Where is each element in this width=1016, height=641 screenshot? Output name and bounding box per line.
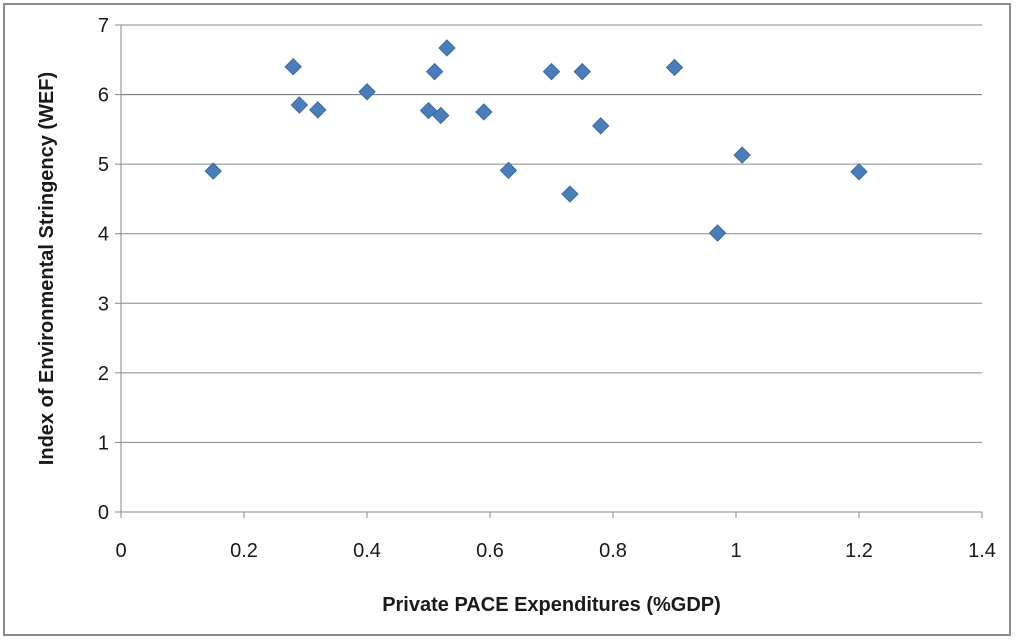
grid-lines <box>121 24 982 443</box>
y-axis-title: Index of Environmental Stringency (WEF) <box>36 72 58 465</box>
data-points <box>204 39 868 242</box>
data-point <box>499 161 518 180</box>
data-point <box>708 224 727 242</box>
x-tick-label: 0.6 <box>476 540 504 562</box>
data-point <box>850 163 868 181</box>
data-point <box>665 58 684 77</box>
data-point <box>290 96 309 114</box>
data-point <box>438 39 456 57</box>
data-point <box>419 101 438 120</box>
x-tick-label: 1 <box>730 540 741 562</box>
data-point <box>591 117 610 135</box>
data-point <box>425 62 444 81</box>
x-axis-title: Private PACE Expenditures (%GDP) <box>382 594 721 616</box>
y-tick-label: 4 <box>98 224 109 246</box>
x-tick-label: 1.4 <box>968 540 996 562</box>
data-point <box>204 162 222 180</box>
data-point <box>561 185 579 203</box>
data-point <box>475 103 493 121</box>
tick-labels: 0 1 2 3 4 5 6 7 0 0.2 0.4 0.6 0.8 1 1.2 1.4 <box>98 15 996 562</box>
axes <box>115 24 983 518</box>
x-tick-label: 0 <box>115 540 126 562</box>
x-tick-label: 1.2 <box>845 540 873 562</box>
y-tick-label: 5 <box>98 154 109 176</box>
x-tick-label: 0.4 <box>353 540 381 562</box>
x-tick-label: 0.8 <box>599 540 627 562</box>
data-point <box>309 101 327 119</box>
y-tick-label: 0 <box>98 502 109 524</box>
y-tick-label: 7 <box>98 15 109 37</box>
y-tick-label: 1 <box>98 432 109 454</box>
data-point <box>542 62 561 81</box>
y-tick-label: 3 <box>98 293 109 315</box>
data-point <box>358 83 376 101</box>
chart-frame <box>3 3 1011 636</box>
data-point <box>284 58 302 76</box>
y-tick-label: 2 <box>98 363 109 385</box>
data-point <box>733 146 751 164</box>
y-tick-label: 6 <box>98 85 109 107</box>
data-point <box>432 106 450 125</box>
x-tick-label: 0.2 <box>230 540 258 562</box>
data-point <box>573 62 591 81</box>
